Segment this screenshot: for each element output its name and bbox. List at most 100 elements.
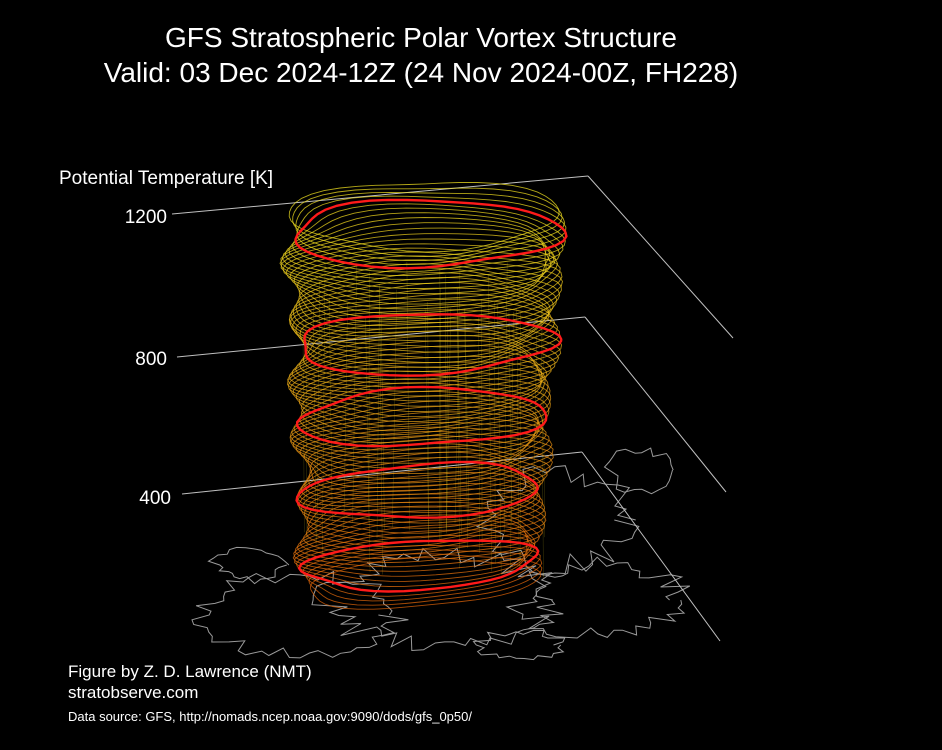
vortex-streak: [446, 305, 449, 528]
vortex-streak: [457, 288, 460, 569]
isentrope-1110k: [280, 222, 551, 289]
isentrope-890k: [295, 326, 560, 388]
vortex-streak: [464, 308, 468, 549]
z-axis-label: Potential Temperature [K]: [59, 168, 274, 189]
isentrope-880k: [291, 330, 556, 392]
isentrope-980k: [289, 282, 550, 348]
vortex-streak: [497, 303, 502, 575]
isentrope-510k: [299, 505, 543, 560]
z-tick-label-400: 400: [139, 488, 171, 509]
chart-title-line2: Valid: 03 Dec 2024-12Z (24 Nov 2024-00Z,…: [103, 57, 739, 88]
isentrope-1100k: [279, 227, 547, 295]
isentrope-420k: [305, 549, 543, 602]
vortex-streak: [503, 262, 508, 534]
z-tick-label-1200: 1200: [124, 207, 167, 228]
vortex-streak: [380, 311, 385, 530]
vortex-streak: [302, 319, 305, 533]
vortex-streak: [508, 312, 512, 523]
coastline-region-7: [472, 629, 566, 661]
isentrope-490k: [294, 514, 536, 568]
coastline-region-3: [475, 465, 640, 576]
vortex-streak: [510, 311, 514, 569]
isentrope-1200k: [288, 182, 560, 253]
vortex-streak: [516, 309, 520, 569]
guide-mid-back: [176, 316, 586, 358]
isentrope-960k: [289, 293, 552, 359]
isentrope-1140k: [288, 207, 564, 276]
vortex-streak: [376, 287, 380, 538]
vortex-streak: [425, 309, 430, 546]
isentrope-470k: [292, 524, 529, 577]
coastline-region-6: [603, 447, 674, 495]
isentrope-750k: [293, 390, 544, 451]
coastline-region-4: [505, 556, 691, 639]
coastline-region-5: [207, 546, 290, 585]
credit-website: stratobserve.com: [68, 683, 199, 702]
isentrope-1080k: [282, 238, 555, 305]
isentrope-950k: [292, 298, 556, 363]
isentrope-1030k: [298, 259, 562, 326]
isentrope-1020k: [298, 263, 561, 330]
vortex-streak: [392, 289, 397, 528]
isentrope-800k: [299, 370, 551, 432]
isentrope-990k: [290, 276, 551, 342]
isentrope-970k: [288, 287, 550, 353]
isentrope-1130k: [284, 212, 561, 280]
vortex-streak: [457, 308, 462, 535]
vortex-streak: [379, 284, 383, 575]
isentrope-1070k: [285, 243, 559, 310]
vortex-streak: [365, 316, 371, 573]
isentrope-630k: [300, 447, 548, 504]
isentrope-1190k: [292, 187, 563, 257]
isentrope-740k: [291, 395, 540, 455]
guide-low-side: [581, 451, 721, 642]
isentrope-500k: [296, 509, 540, 563]
vortex-streak: [305, 294, 308, 569]
credit-data-source: Data source: GFS, http://nomads.ncep.noa…: [68, 709, 472, 724]
credit-author: Figure by Z. D. Lawrence (NMT): [68, 662, 312, 681]
isentrope-1000k: [292, 272, 554, 337]
highlight-contour-440k: [297, 539, 540, 593]
isentrope-1090k: [280, 233, 550, 300]
isentrope-720k: [289, 405, 540, 464]
isentrope-1170k: [296, 195, 567, 266]
vortex-streak: [445, 275, 447, 534]
highlight-contour-600k: [295, 460, 539, 519]
vortex-streak: [494, 302, 496, 565]
vortex-streak: [406, 261, 410, 531]
isentrope-640k: [304, 443, 551, 500]
isentrope-1120k: [281, 217, 556, 285]
vortex-streak: [322, 262, 326, 557]
isentrope-620k: [298, 451, 545, 508]
vortex-streak: [454, 267, 461, 524]
highlight-contour-760k: [296, 385, 548, 448]
isentrope-430k: [302, 545, 541, 597]
isentrope-780k: [300, 378, 551, 440]
guide-top-side: [587, 175, 734, 339]
vortex-streak: [312, 301, 317, 545]
isentrope-1040k: [296, 255, 563, 323]
isentrope-690k: [295, 421, 550, 479]
isentrope-480k: [293, 519, 532, 572]
isentrope-790k: [300, 374, 552, 436]
vortex-streak: [446, 308, 452, 531]
chart-title-line1: GFS Stratospheric Polar Vortex Structure: [165, 22, 677, 53]
highlight-contour-920k: [303, 313, 563, 377]
coastline-region-2: [311, 547, 564, 652]
isentrope-900k: [299, 321, 562, 384]
vortex-streak: [542, 301, 545, 538]
isentrope-730k: [289, 400, 539, 459]
isentrope-460k: [294, 529, 532, 582]
coastline-region-1: [191, 570, 409, 659]
vortex-streak: [427, 302, 430, 544]
isentrope-1060k: [289, 247, 561, 314]
vortex-streak: [329, 297, 333, 521]
z-tick-label-800: 800: [135, 349, 167, 370]
vortex-streak: [488, 274, 492, 572]
vortex-streak: [352, 263, 357, 523]
isentrope-1180k: [295, 192, 566, 262]
vortex-streak: [464, 308, 470, 527]
isentrope-1050k: [293, 251, 563, 319]
vortex-streak: [343, 303, 348, 530]
